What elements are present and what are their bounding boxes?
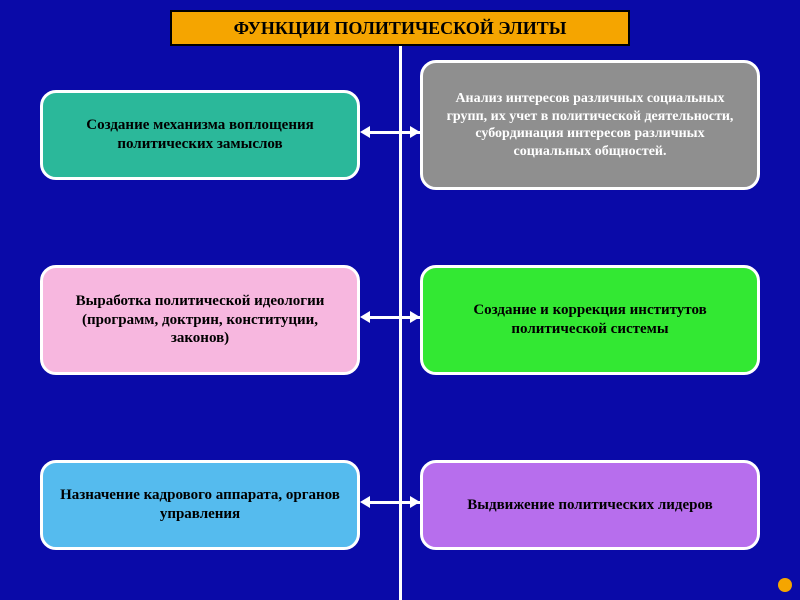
arrow-row2-head-left [360, 311, 370, 323]
box-ideology-text: Выработка политической идеологии (програ… [57, 292, 343, 348]
arrow-row3-head-right [410, 496, 420, 508]
box-leaders: Выдвижение политических лидеров [420, 460, 760, 550]
box-institutions: Создание и коррекция институтов политиче… [420, 265, 760, 375]
diagram-title: ФУНКЦИИ ПОЛИТИЧЕСКОЙ ЭЛИТЫ [170, 10, 630, 46]
arrow-row1-head-left [360, 126, 370, 138]
diagram-title-text: ФУНКЦИИ ПОЛИТИЧЕСКОЙ ЭЛИТЫ [234, 18, 567, 39]
box-analysis: Анализ интересов различных социальных гр… [420, 60, 760, 190]
box-institutions-text: Создание и коррекция институтов политиче… [437, 301, 743, 339]
box-ideology: Выработка политической идеологии (програ… [40, 265, 360, 375]
box-personnel: Назначение кадрового аппарата, органов у… [40, 460, 360, 550]
arrow-row3-head-left [360, 496, 370, 508]
arrow-row2-head-right [410, 311, 420, 323]
box-leaders-text: Выдвижение политических лидеров [467, 496, 712, 515]
box-mechanism: Создание механизма воплощения политическ… [40, 90, 360, 180]
corner-dot-icon [778, 578, 792, 592]
arrow-row1-head-right [410, 126, 420, 138]
box-personnel-text: Назначение кадрового аппарата, органов у… [57, 486, 343, 524]
box-analysis-text: Анализ интересов различных социальных гр… [437, 90, 743, 160]
central-stem [399, 46, 402, 600]
box-mechanism-text: Создание механизма воплощения политическ… [57, 116, 343, 154]
